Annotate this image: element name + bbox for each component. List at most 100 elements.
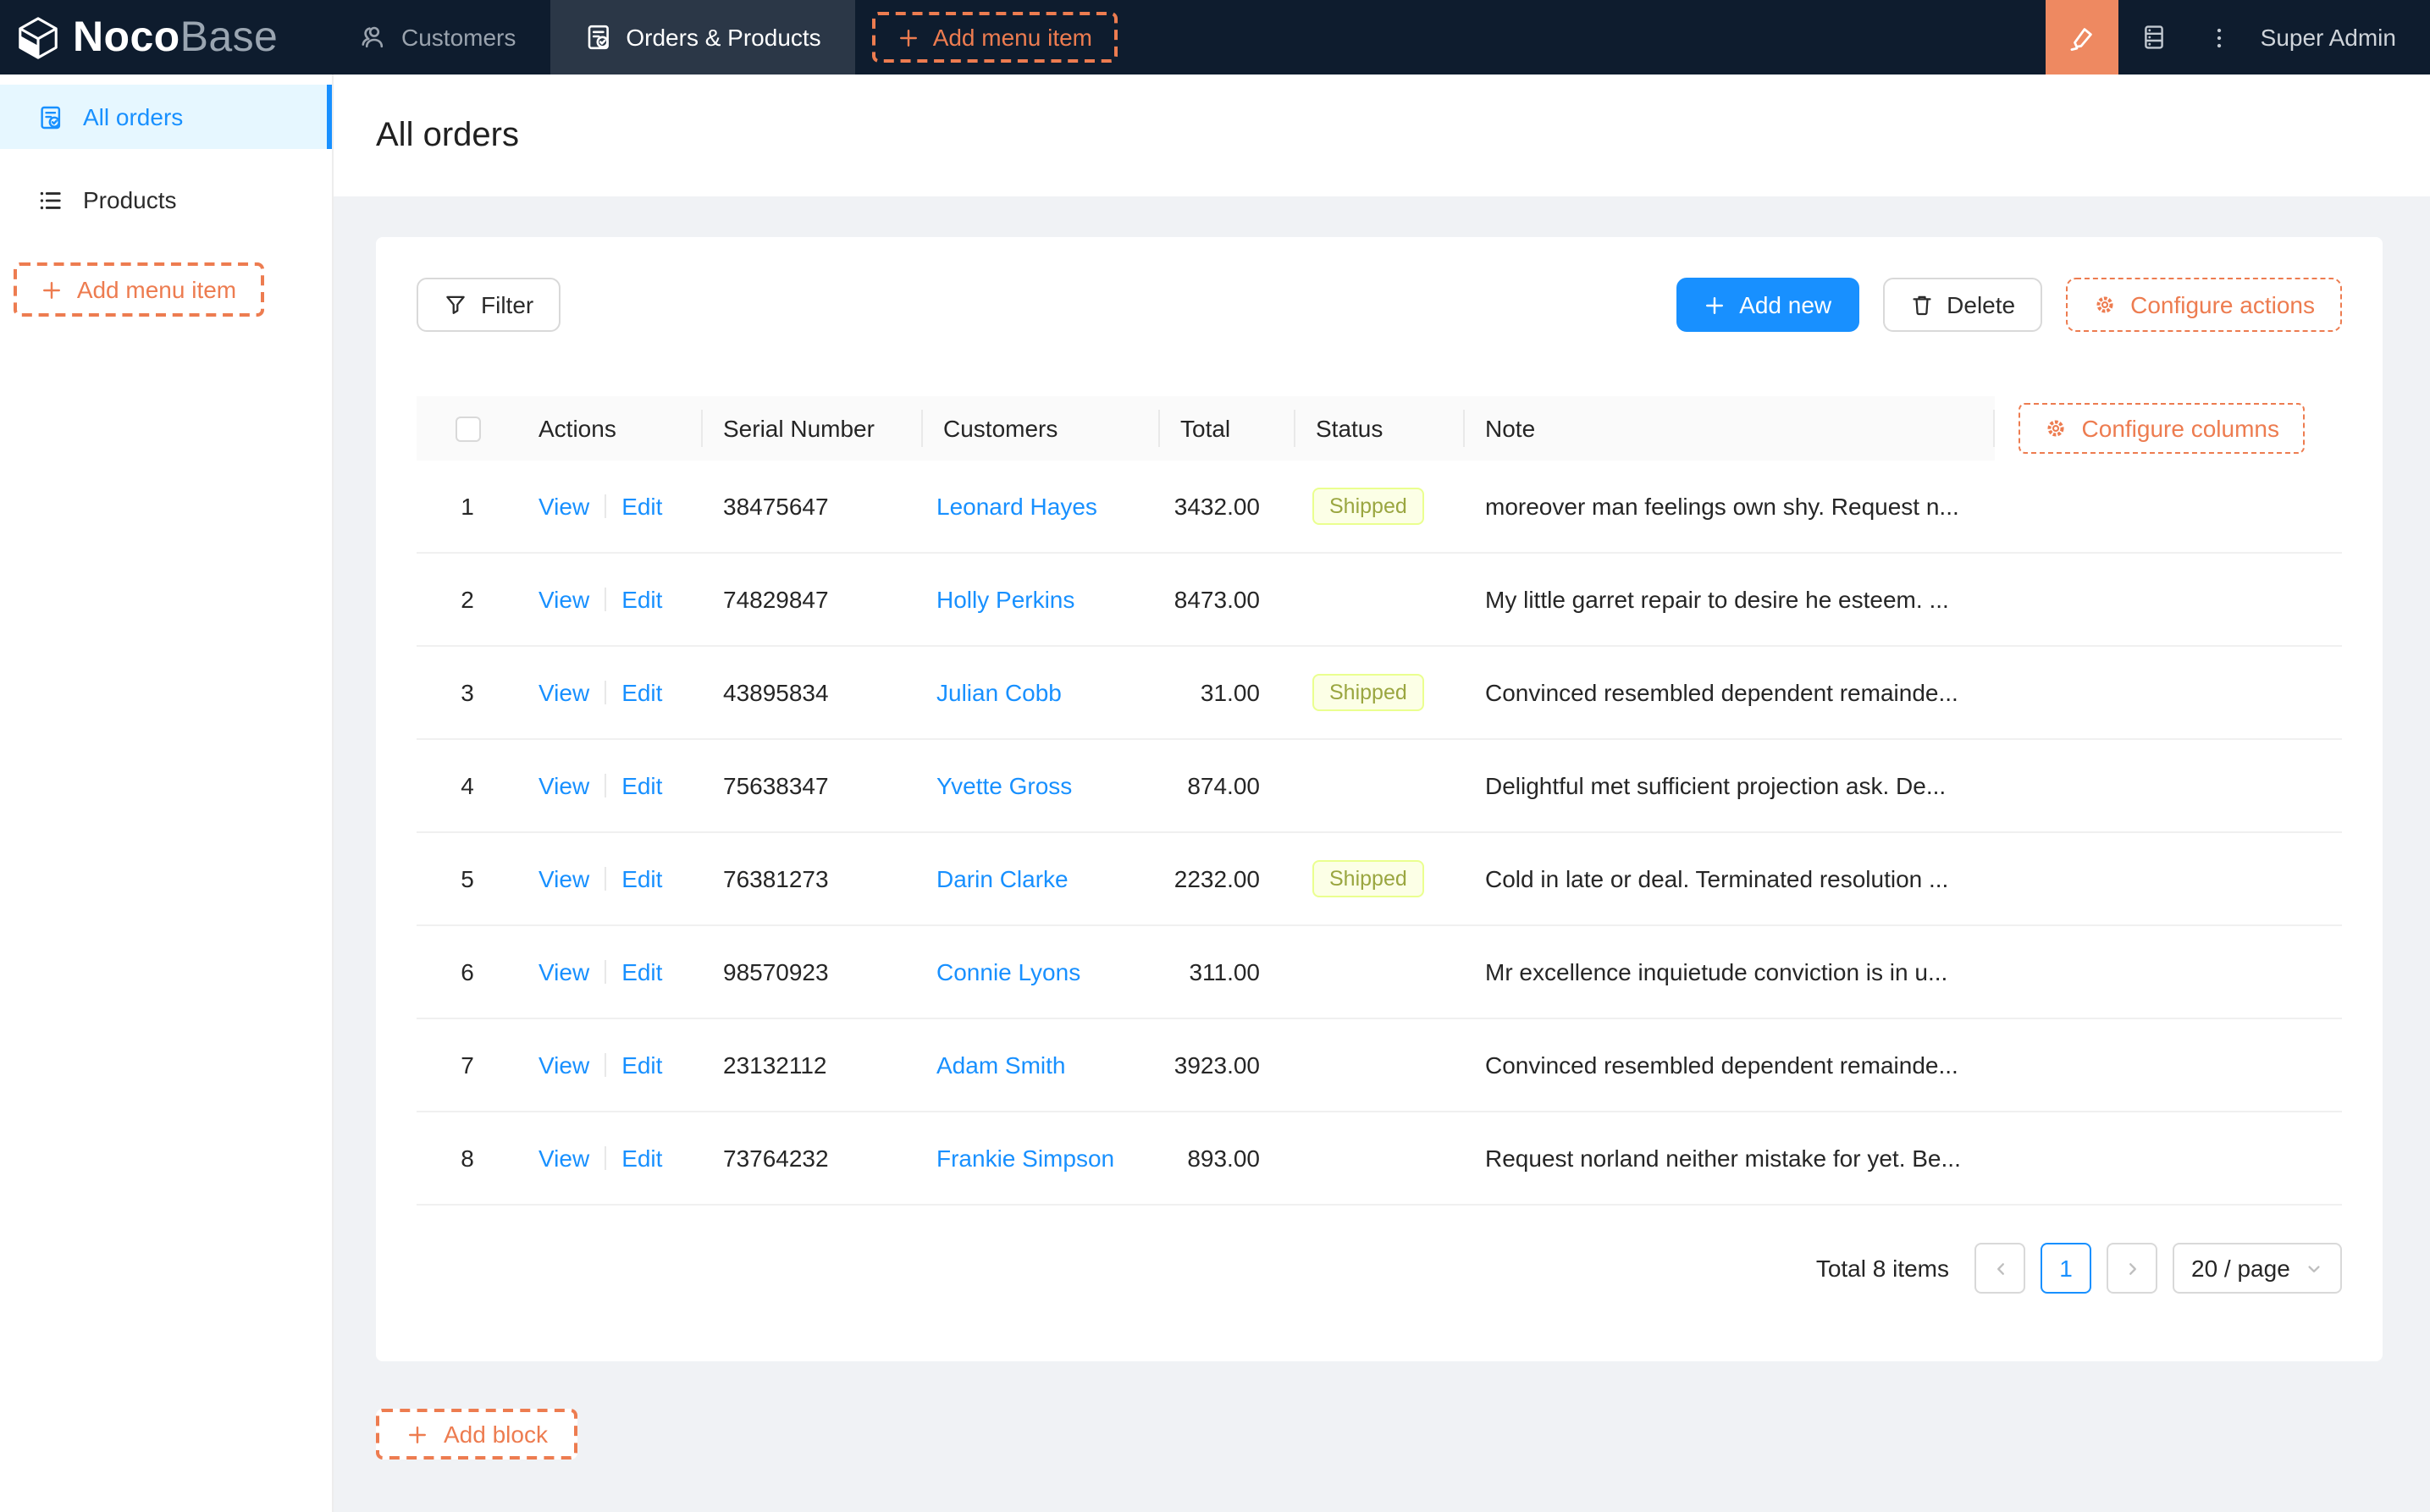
sidebar-item-products[interactable]: Products [0, 168, 332, 232]
content-area: Filter Add new [334, 196, 2430, 1512]
page-title: All orders [376, 116, 519, 153]
total-cell: 3432.00 [1174, 493, 1260, 520]
sidebar-add-menu-item-button[interactable]: Add menu item [14, 262, 264, 317]
edit-link[interactable]: Edit [621, 586, 663, 613]
customer-link[interactable]: Connie Lyons [936, 958, 1081, 985]
serial-number-cell: 38475647 [723, 493, 829, 520]
row-actions: View Edit [518, 493, 703, 520]
delete-button[interactable]: Delete [1882, 278, 2043, 332]
view-link[interactable]: View [538, 679, 590, 706]
customer-link[interactable]: Darin Clarke [936, 865, 1069, 892]
database-button[interactable] [2118, 0, 2190, 74]
customer-cell: Yvette Gross [923, 772, 1160, 799]
edit-link[interactable]: Edit [621, 958, 663, 985]
serial-number-cell: 75638347 [723, 772, 829, 799]
more-menu-button[interactable] [2190, 0, 2251, 74]
total-cell: 874.00 [1187, 772, 1260, 799]
view-link[interactable]: View [538, 493, 590, 520]
customer-link[interactable]: Julian Cobb [936, 679, 1062, 706]
ellipsis-vertical-icon [2207, 25, 2233, 50]
serial-number-cell: 73764232 [723, 1145, 829, 1172]
actions-divider [605, 681, 607, 704]
total-cell: 3923.00 [1174, 1051, 1260, 1079]
total-cell: 893.00 [1187, 1145, 1260, 1172]
plus-icon [897, 26, 920, 48]
tab-orders-products[interactable]: Orders & Products [550, 0, 855, 74]
view-link[interactable]: View [538, 1145, 590, 1172]
list-icon [37, 187, 63, 212]
edit-link[interactable]: Edit [621, 1051, 663, 1079]
pagination-prev-button[interactable] [1974, 1243, 2025, 1294]
customer-cell: Adam Smith [923, 1051, 1160, 1079]
configure-actions-button[interactable]: Configure actions [2066, 278, 2342, 332]
pagination-next-button[interactable] [2107, 1243, 2157, 1294]
edit-link[interactable]: Edit [621, 1145, 663, 1172]
gear-icon [2045, 417, 2068, 440]
logo-cube-icon [15, 14, 61, 60]
note-cell: moreover man feelings own shy. Request n… [1485, 493, 1959, 520]
gear-icon [2093, 293, 2117, 317]
table-row: 1 View Edit 38475647 Leonard Hayes 3432.… [417, 461, 2342, 554]
tab-customers[interactable]: Customers [325, 0, 550, 74]
nocobase-logo[interactable]: NocoBase [0, 0, 325, 74]
note-cell: Convinced resembled dependent remainde..… [1485, 679, 1958, 706]
add-new-button[interactable]: Add new [1676, 278, 1859, 332]
page-size-select[interactable]: 20 / page [2173, 1243, 2342, 1294]
edit-link[interactable]: Edit [621, 772, 663, 799]
current-user[interactable]: Super Admin [2260, 24, 2396, 51]
table-row: 3 View Edit 43895834 Julian Cobb 31.00 S… [417, 647, 2342, 740]
main-area: All orders Filter [334, 74, 2430, 1512]
ui-editor-button[interactable] [2045, 0, 2118, 74]
logo-text: NocoBase [73, 13, 279, 60]
topbar-add-menu-item-button[interactable]: Add menu item [871, 12, 1118, 63]
tab-label: Orders & Products [626, 24, 821, 51]
row-actions: View Edit [518, 772, 703, 799]
customer-link[interactable]: Leonard Hayes [936, 493, 1097, 520]
configure-columns-button[interactable]: Configure columns [2019, 403, 2305, 454]
status-badge: Shipped [1312, 860, 1424, 897]
orders-table-block: Filter Add new [376, 237, 2383, 1361]
table-row: 6 View Edit 98570923 Connie Lyons 311.00… [417, 926, 2342, 1019]
edit-link[interactable]: Edit [621, 865, 663, 892]
total-cell: 8473.00 [1174, 586, 1260, 613]
table-toolbar: Filter Add new [417, 278, 2342, 332]
serial-number-cell: 76381273 [723, 865, 829, 892]
view-link[interactable]: View [538, 772, 590, 799]
row-actions: View Edit [518, 586, 703, 613]
status-badge: Shipped [1312, 488, 1424, 525]
customer-link[interactable]: Yvette Gross [936, 772, 1073, 799]
edit-link[interactable]: Edit [621, 493, 663, 520]
customer-link[interactable]: Frankie Simpson [936, 1145, 1115, 1172]
pagination-page-1[interactable]: 1 [2041, 1243, 2091, 1294]
clipboard-check-icon [583, 24, 610, 51]
row-actions: View Edit [518, 1145, 703, 1172]
chevron-left-icon [1991, 1259, 2009, 1277]
table-row: 5 View Edit 76381273 Darin Clarke 2232.0… [417, 833, 2342, 926]
row-actions: View Edit [518, 958, 703, 985]
pagination-total: Total 8 items [1815, 1255, 1949, 1282]
customer-link[interactable]: Holly Perkins [936, 586, 1075, 613]
column-header-total: Total [1160, 396, 1295, 461]
row-actions: View Edit [518, 1051, 703, 1079]
customer-cell: Julian Cobb [923, 679, 1160, 706]
team-icon [359, 24, 386, 51]
edit-link[interactable]: Edit [621, 679, 663, 706]
table-row: 8 View Edit 73764232 Frankie Simpson 893… [417, 1112, 2342, 1206]
filter-button[interactable]: Filter [417, 278, 561, 332]
view-link[interactable]: View [538, 865, 590, 892]
total-cell: 2232.00 [1174, 865, 1260, 892]
plus-icon [41, 279, 64, 301]
customer-link[interactable]: Adam Smith [936, 1051, 1066, 1079]
highlighter-icon [2068, 23, 2096, 52]
row-index: 4 [461, 772, 474, 799]
view-link[interactable]: View [538, 586, 590, 613]
total-cell: 311.00 [1189, 958, 1260, 985]
select-all-checkbox[interactable] [455, 416, 480, 441]
add-block-button[interactable]: Add block [376, 1409, 578, 1460]
sidebar-item-all-orders[interactable]: All orders [0, 85, 332, 149]
status-cell: Shipped [1295, 860, 1465, 897]
table-row: 4 View Edit 75638347 Yvette Gross 874.00… [417, 740, 2342, 833]
view-link[interactable]: View [538, 1051, 590, 1079]
table-row: 2 View Edit 74829847 Holly Perkins 8473.… [417, 554, 2342, 647]
view-link[interactable]: View [538, 958, 590, 985]
